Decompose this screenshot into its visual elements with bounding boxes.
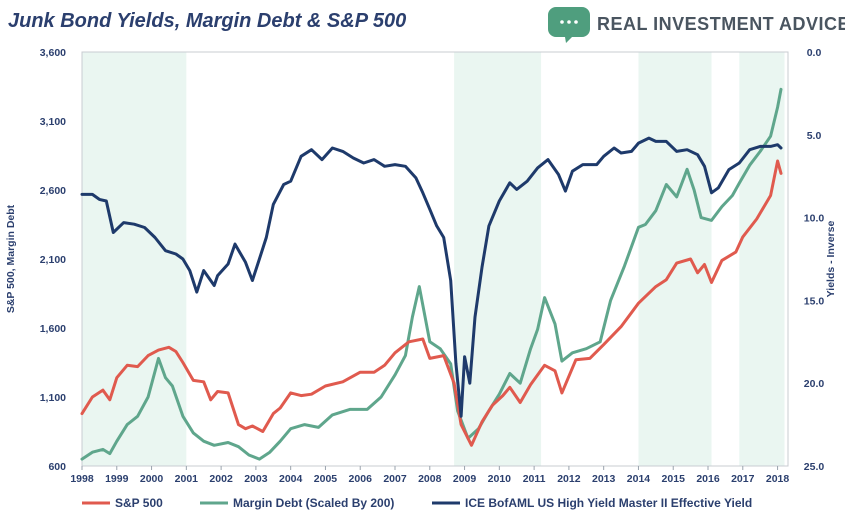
- x-tick-label: 2017: [731, 473, 755, 485]
- series-line-high-yield: [80, 136, 783, 418]
- y-right-tick-label: 0.0: [807, 47, 822, 59]
- legend-item-margin-debt: Margin Debt (Scaled By 200): [200, 496, 394, 510]
- x-tick-label: 2003: [244, 473, 268, 485]
- shaded-region-4: [739, 52, 785, 466]
- x-tick-label: 2005: [314, 473, 338, 485]
- x-tick-label: 2002: [209, 473, 233, 485]
- shaded-region-1: [82, 52, 187, 466]
- y-left-tick-label: 1,600: [40, 323, 66, 335]
- series-line-margin-debt: [80, 87, 783, 461]
- brand-logo: REAL INVESTMENT ADVICE: [548, 7, 845, 43]
- y-axis-left-label: S&P 500, Margin Debt: [5, 204, 17, 313]
- y-axis-left: 600 1,100 1,600 2,100 2,600 3,100 3,600: [40, 47, 66, 473]
- legend-label-margin-debt: Margin Debt (Scaled By 200): [233, 496, 394, 510]
- series-line-sp500: [80, 159, 783, 447]
- y-left-tick-label: 3,600: [40, 47, 66, 59]
- y-right-tick-label: 25.0: [804, 461, 825, 473]
- x-tick-label: 2001: [175, 473, 199, 485]
- y-right-tick-label: 5.0: [807, 130, 822, 142]
- x-tick-label: 2016: [696, 473, 720, 485]
- y-right-tick-label: 15.0: [804, 295, 825, 307]
- x-tick-label: 2000: [140, 473, 164, 485]
- x-tick-label: 2008: [418, 473, 442, 485]
- shaded-region-3: [638, 52, 712, 466]
- legend-item-sp500: S&P 500: [82, 496, 163, 510]
- plot-area-border: [81, 51, 789, 467]
- y-left-tick-label: 600: [48, 461, 66, 473]
- x-tick-label: 2018: [766, 473, 790, 485]
- x-tick-label: 2012: [557, 473, 581, 485]
- x-tick-label: 2013: [592, 473, 616, 485]
- series-lines: [80, 87, 783, 461]
- y-left-tick-label: 2,600: [40, 185, 66, 197]
- x-tick-label: 2004: [279, 473, 303, 485]
- y-left-tick-label: 3,100: [40, 116, 66, 128]
- legend-label-high-yield: ICE BofAML US High Yield Master II Effec…: [465, 496, 752, 510]
- x-tick-label: 2014: [627, 473, 651, 485]
- shaded-region-2: [454, 52, 542, 466]
- x-tick-label: 2015: [662, 473, 686, 485]
- x-tick-label: 2009: [453, 473, 477, 485]
- legend-label-sp500: S&P 500: [115, 496, 163, 510]
- x-axis: 1998 1999 2000 2001 2002 2003 2004 2005 2006 2007…: [70, 466, 789, 485]
- speech-bubble-icon: [548, 7, 590, 43]
- x-tick-label: 2011: [523, 473, 546, 485]
- y-left-tick-label: 2,100: [40, 254, 66, 266]
- x-tick-label: 1999: [105, 473, 129, 485]
- legend: S&P 500 Margin Debt (Scaled By 200) ICE …: [82, 496, 752, 510]
- y-left-tick-label: 1,100: [40, 392, 66, 404]
- x-tick-label: 2010: [488, 473, 512, 485]
- brand-name: REAL INVESTMENT ADVICE: [597, 14, 845, 34]
- legend-item-high-yield: ICE BofAML US High Yield Master II Effec…: [432, 496, 752, 510]
- y-right-tick-label: 10.0: [804, 213, 825, 225]
- y-axis-right: 0.0 5.0 10.0 15.0 20.0 25.0: [804, 47, 825, 473]
- shaded-regions: [82, 52, 785, 466]
- x-tick-label: 2006: [349, 473, 373, 485]
- y-right-tick-label: 20.0: [804, 378, 825, 390]
- y-axis-right-label: Yields - Inverse: [825, 221, 837, 298]
- chart-title: Junk Bond Yields, Margin Debt & S&P 500: [8, 10, 406, 32]
- x-tick-label: 2007: [383, 473, 407, 485]
- x-tick-label: 1998: [70, 473, 94, 485]
